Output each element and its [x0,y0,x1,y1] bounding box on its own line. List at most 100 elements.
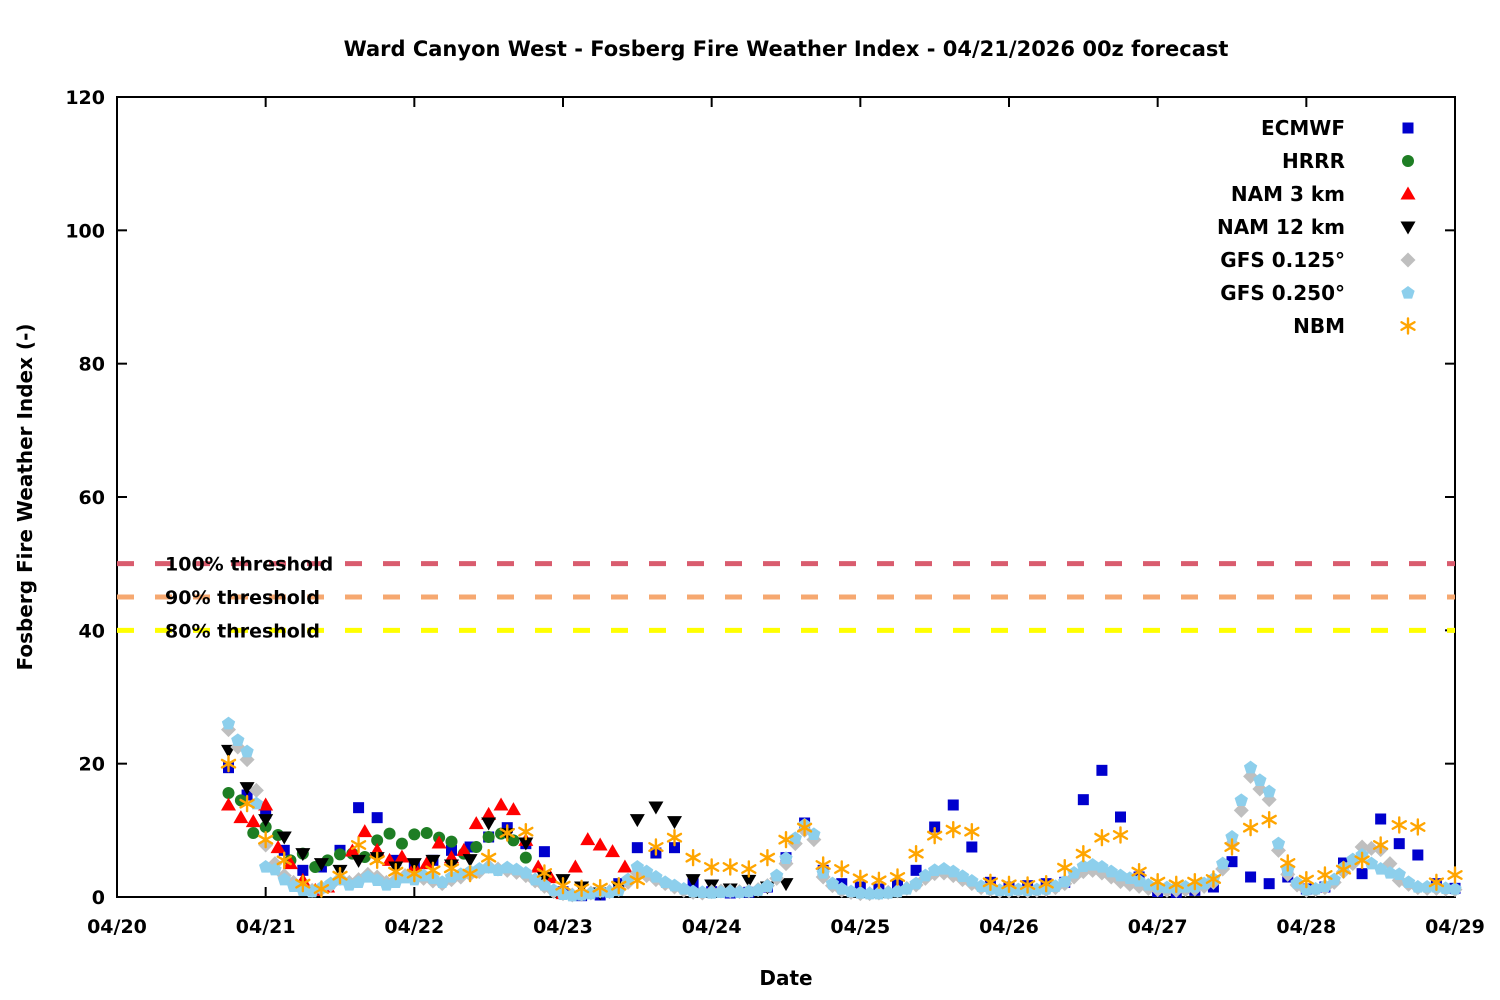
data-point [353,802,365,814]
data-point [629,814,645,828]
data-point [1075,848,1092,859]
data-point [1141,878,1156,891]
data-point [245,814,261,828]
data-point [834,864,850,874]
data-point [796,822,813,833]
data-point [592,837,608,851]
data-point [462,868,478,879]
data-point [383,827,396,840]
data-point [221,716,236,730]
data-point [1263,878,1275,890]
data-point [462,854,478,868]
data-point [1253,773,1267,786]
data-point [464,841,476,853]
data-point [220,758,237,769]
x-tick-label: 04/20 [87,916,147,938]
data-point [759,852,776,863]
data-point [723,884,737,898]
data-point [351,854,367,868]
data-point [260,807,272,819]
data-point [567,859,583,873]
data-point [388,866,404,877]
data-point [1447,870,1463,880]
data-point [1096,764,1108,776]
data-point [1391,820,1407,830]
data-point [480,852,497,863]
data-point [333,848,346,861]
legend-label-nam-3-km: NAM 3 km [1231,182,1345,206]
data-point [862,886,877,900]
data-point [611,880,627,891]
data-point [1420,880,1434,893]
legend-label-nbm: NBM [1293,314,1345,338]
data-point [617,859,633,873]
data-point [751,883,765,896]
data-point [908,848,924,859]
data-point [964,826,980,837]
x-tick-label: 04/27 [1128,916,1188,938]
x-axis-label: Date [759,966,812,990]
data-point [965,874,979,887]
data-point [1178,880,1193,893]
data-point [313,858,329,872]
data-point [741,874,757,888]
data-point [468,816,484,830]
data-point [555,880,571,891]
x-tick-label: 04/29 [1425,916,1485,938]
data-point [1327,872,1341,886]
data-point [419,856,435,870]
data-point [1226,856,1238,868]
data-point [1205,874,1222,884]
data-point [1243,760,1258,774]
data-point [982,877,999,888]
data-point [499,828,515,838]
data-point [695,885,710,898]
y-tick-label: 40 [79,620,105,642]
data-point [705,886,719,899]
data-point [1400,186,1416,200]
data-point [270,840,286,854]
legend-label-ecmwf: ECMWF [1261,116,1345,140]
data-point [481,817,497,831]
data-point [276,831,292,845]
data-point [443,863,460,874]
data-point [592,882,608,893]
data-point [257,834,274,845]
x-tick-label: 04/25 [830,916,890,938]
data-point [1400,221,1416,235]
data-point [1364,856,1379,870]
y-tick-label: 60 [79,487,105,509]
data-point [648,842,664,852]
data-point [666,832,683,843]
data-point [815,860,831,870]
data-point [685,852,701,863]
data-point [1225,830,1239,843]
data-point [1411,880,1425,893]
data-point [519,851,532,864]
data-point [456,842,472,856]
data-point [1245,871,1257,883]
data-point [1048,879,1063,892]
data-point [389,875,403,888]
data-point [371,834,384,847]
data-point [770,868,784,882]
data-point [686,884,700,898]
threshold-label-80: 80% threshold [165,620,320,642]
data-point [482,831,495,843]
data-point [778,834,794,845]
data-point [445,835,458,848]
data-point [481,806,497,820]
data-point [371,812,383,824]
data-point [247,827,260,839]
data-point [1085,858,1100,871]
y-tick-label: 20 [79,754,105,776]
data-point [1149,876,1166,887]
data-point [685,874,701,888]
x-tick-label: 04/24 [682,916,742,938]
legend-label-nam-12-km: NAM 12 km [1217,215,1345,239]
y-tick-label: 80 [79,354,105,376]
data-point [1233,802,1249,818]
data-point [1290,876,1304,889]
data-point [276,855,292,866]
